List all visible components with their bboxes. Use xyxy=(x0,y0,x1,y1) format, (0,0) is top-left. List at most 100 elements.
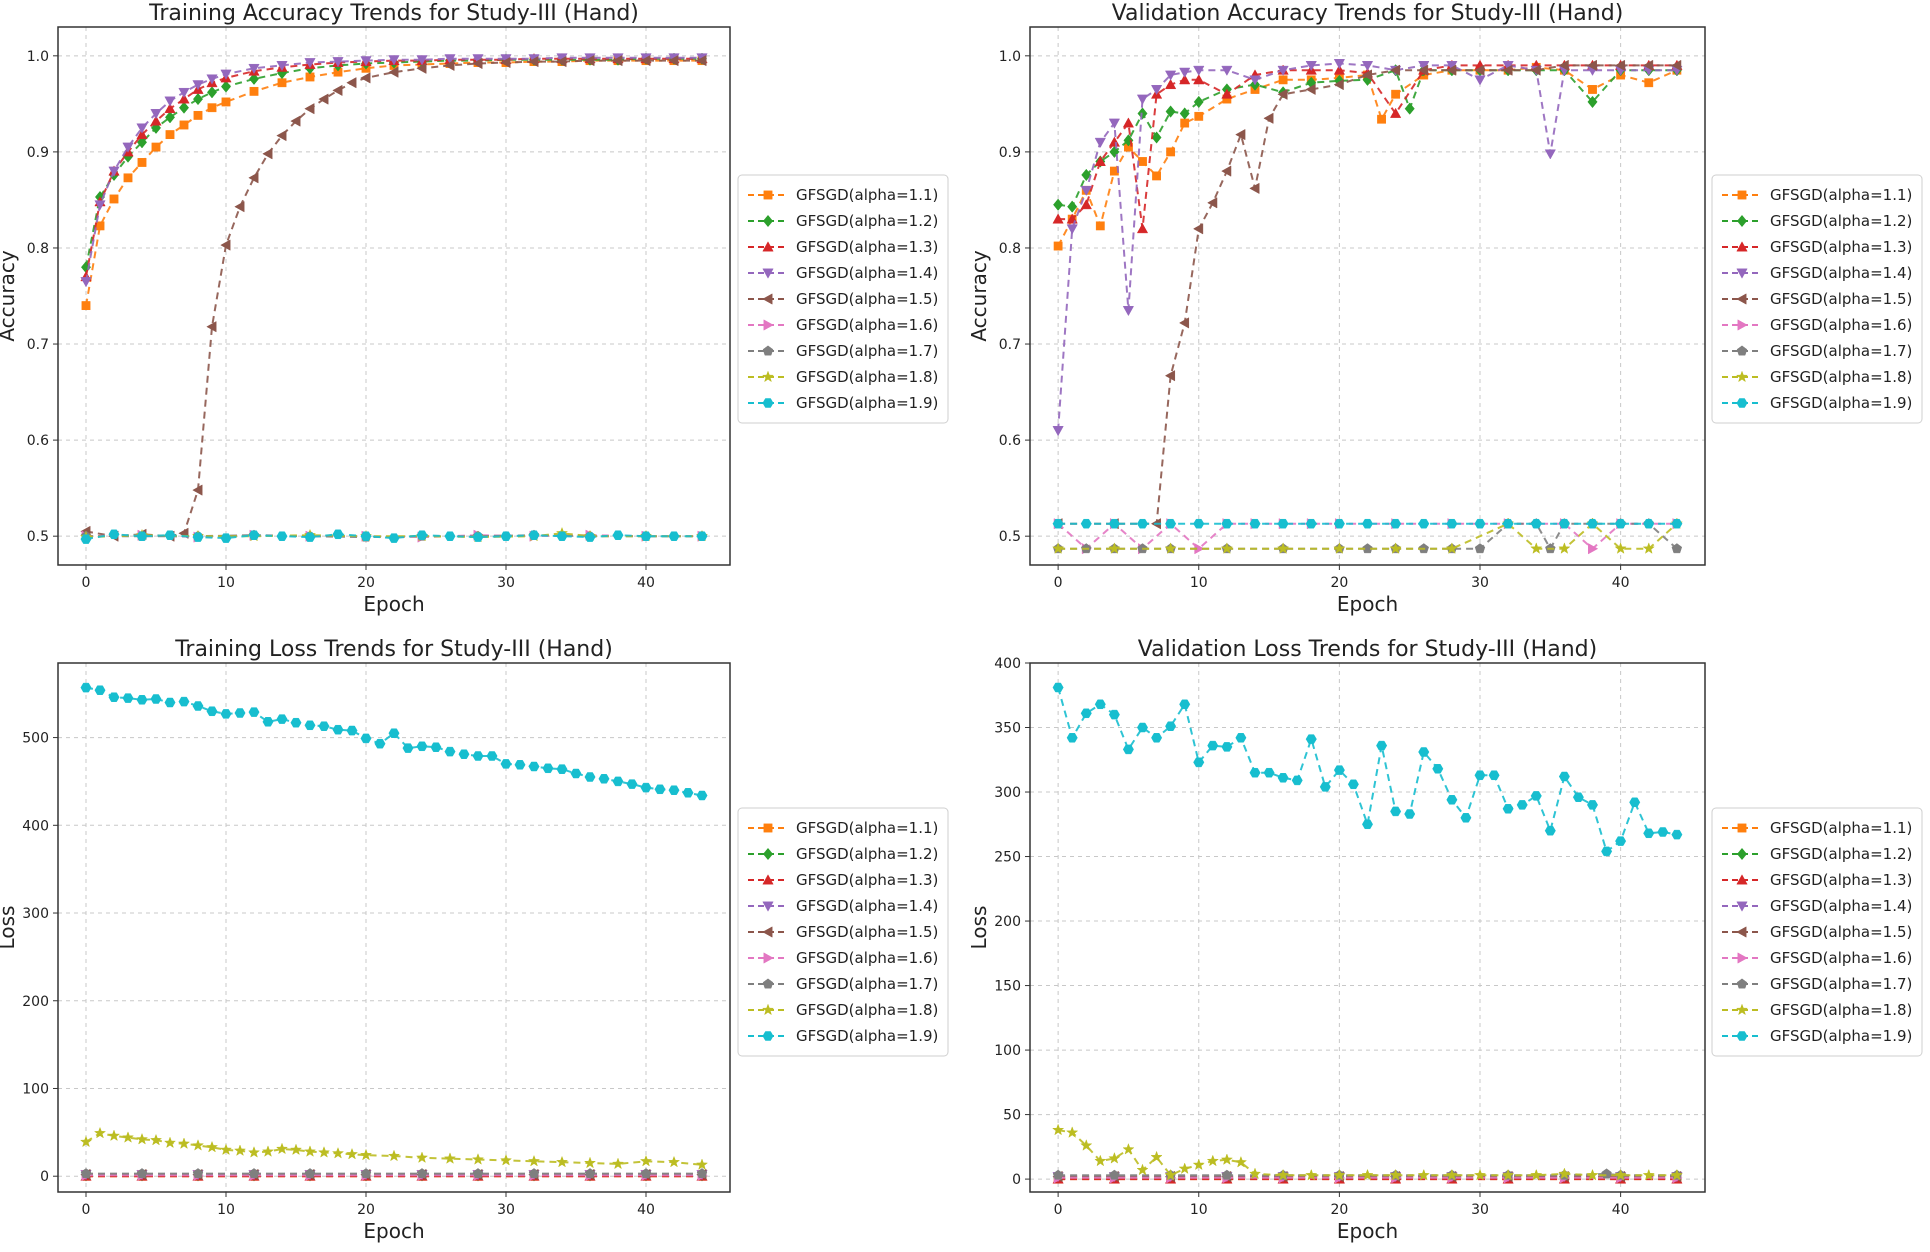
data-point xyxy=(528,1168,540,1179)
data-point xyxy=(1362,518,1373,529)
chart-title: Validation Loss Trends for Study-III (Ha… xyxy=(1138,637,1597,662)
data-point xyxy=(1671,543,1683,554)
data-point xyxy=(150,109,162,120)
legend-label: GFSGD(alpha=1.2) xyxy=(1770,845,1912,863)
data-point xyxy=(1164,70,1177,81)
data-point xyxy=(1445,542,1459,554)
data-point xyxy=(1234,1155,1248,1168)
data-point xyxy=(1220,542,1234,554)
data-point xyxy=(149,1133,163,1146)
data-point xyxy=(1502,64,1513,76)
data-point xyxy=(108,692,120,702)
data-point xyxy=(276,531,288,541)
legend-marker xyxy=(1737,823,1747,833)
data-point xyxy=(416,1168,428,1179)
legend-label: GFSGD(alpha=1.8) xyxy=(1770,1001,1912,1019)
data-point xyxy=(136,136,148,149)
x-axis-label: Epoch xyxy=(1337,592,1398,616)
data-point xyxy=(206,706,218,717)
data-point xyxy=(1094,137,1106,149)
series-GFSGD(alpha=1.9) xyxy=(80,682,708,801)
legend-label: GFSGD(alpha=1.5) xyxy=(1770,290,1912,308)
x-tick-label: 10 xyxy=(217,1202,235,1218)
legend-marker xyxy=(762,874,774,885)
data-point xyxy=(583,1156,597,1169)
data-point xyxy=(346,725,358,736)
data-point xyxy=(1277,518,1289,529)
legend-label: GFSGD(alpha=1.9) xyxy=(796,394,938,412)
legend-marker xyxy=(762,978,774,989)
data-point xyxy=(304,532,316,542)
data-point xyxy=(1586,1168,1599,1181)
series-line xyxy=(85,59,702,306)
legend-label: GFSGD(alpha=1.4) xyxy=(796,264,938,282)
chart-title: Validation Accuracy Trends for Study-III… xyxy=(1112,1,1624,26)
data-point xyxy=(1362,819,1373,830)
data-point xyxy=(1530,518,1542,529)
data-point xyxy=(1588,85,1597,94)
data-point xyxy=(233,1144,247,1157)
legend-marker xyxy=(1735,370,1749,383)
plot-frame xyxy=(57,26,731,566)
data-point xyxy=(94,200,106,211)
data-point xyxy=(416,55,428,66)
data-point xyxy=(402,743,414,753)
data-point xyxy=(1122,1142,1135,1155)
data-point xyxy=(137,158,147,167)
legend-marker xyxy=(1736,874,1748,885)
legend-marker xyxy=(1737,190,1747,200)
data-point xyxy=(1052,213,1064,224)
legend-label: GFSGD(alpha=1.7) xyxy=(796,342,938,360)
chart-panel-4: Validation Loss Trends for Study-III (Ha… xyxy=(967,637,1923,1243)
data-point xyxy=(598,774,610,784)
data-point xyxy=(388,66,399,78)
legend-box xyxy=(737,174,949,424)
data-point xyxy=(1122,117,1135,128)
data-point xyxy=(1052,518,1064,529)
data-point xyxy=(1221,65,1233,76)
data-point xyxy=(1614,59,1626,72)
data-point xyxy=(1671,518,1683,529)
data-point xyxy=(332,724,344,735)
data-point xyxy=(178,696,190,707)
chart-panel-2: Validation Accuracy Trends for Study-III… xyxy=(967,1,1923,616)
series-GFSGD(alpha=1.7) xyxy=(80,1168,708,1179)
data-point xyxy=(1474,75,1486,86)
data-point xyxy=(192,92,204,106)
data-point xyxy=(1277,88,1288,100)
data-point xyxy=(1164,542,1177,554)
data-point xyxy=(345,1147,359,1160)
series-line xyxy=(1057,68,1677,208)
data-point xyxy=(1601,846,1613,857)
data-point xyxy=(220,709,232,719)
data-point xyxy=(136,695,148,705)
data-point xyxy=(1193,74,1205,85)
data-point xyxy=(1080,708,1092,719)
data-point xyxy=(415,1151,429,1164)
y-tick-label: 350 xyxy=(994,721,1021,737)
data-point xyxy=(1305,83,1316,96)
y-tick-label: 50 xyxy=(1003,1108,1021,1124)
x-tick-label: 0 xyxy=(1054,1202,1063,1218)
data-point xyxy=(1165,721,1177,731)
series-line xyxy=(85,1132,703,1166)
data-point xyxy=(612,530,624,540)
data-point xyxy=(276,129,287,142)
data-point xyxy=(1333,59,1346,70)
legend-label: GFSGD(alpha=1.7) xyxy=(1770,975,1912,993)
data-point xyxy=(640,54,651,67)
data-point xyxy=(1291,775,1303,786)
chart-panel-3: Training Loss Trends for Study-III (Hand… xyxy=(0,637,949,1243)
legend-label: GFSGD(alpha=1.8) xyxy=(796,368,938,386)
data-point xyxy=(277,78,287,88)
series-GFSGD(alpha=1.9) xyxy=(1052,518,1683,529)
data-point xyxy=(1165,518,1177,529)
data-point xyxy=(1276,1168,1290,1181)
data-point xyxy=(1376,740,1388,751)
data-point xyxy=(1108,542,1121,554)
data-point xyxy=(247,1146,261,1158)
data-point xyxy=(150,121,162,134)
x-tick-label: 30 xyxy=(1471,575,1489,591)
data-point xyxy=(1221,88,1233,99)
data-point xyxy=(1221,1169,1233,1180)
